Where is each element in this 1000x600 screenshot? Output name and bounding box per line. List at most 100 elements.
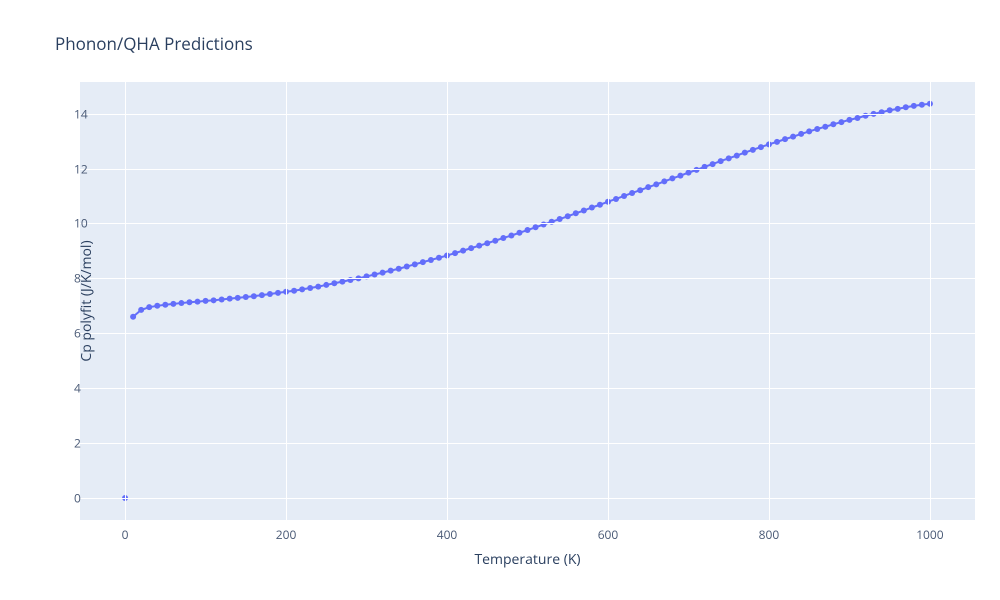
data-point[interactable]: [420, 259, 426, 265]
data-point[interactable]: [887, 107, 893, 113]
data-point[interactable]: [653, 181, 659, 187]
data-point[interactable]: [452, 250, 458, 256]
data-point[interactable]: [597, 202, 603, 208]
data-point[interactable]: [846, 117, 852, 123]
data-point[interactable]: [782, 136, 788, 142]
data-point[interactable]: [669, 175, 675, 181]
data-point[interactable]: [822, 124, 828, 130]
data-point[interactable]: [251, 293, 257, 299]
gridline-v: [930, 82, 931, 520]
data-point[interactable]: [637, 187, 643, 193]
data-point[interactable]: [146, 304, 152, 310]
data-point[interactable]: [621, 193, 627, 199]
data-point[interactable]: [235, 295, 241, 301]
data-point[interactable]: [211, 297, 217, 303]
data-point[interactable]: [227, 296, 233, 302]
data-point[interactable]: [500, 235, 506, 241]
data-point[interactable]: [178, 300, 184, 306]
data-point[interactable]: [170, 301, 176, 307]
x-tick-label: 1000: [916, 526, 943, 543]
data-point[interactable]: [404, 264, 410, 270]
y-tick-label: 0: [74, 490, 80, 507]
data-point[interactable]: [814, 126, 820, 132]
x-tick-label: 600: [598, 526, 619, 543]
data-point[interactable]: [186, 299, 192, 305]
gridline-h: [80, 278, 975, 279]
data-point[interactable]: [685, 170, 691, 176]
data-point[interactable]: [798, 131, 804, 137]
data-point[interactable]: [162, 302, 168, 308]
data-point[interactable]: [629, 190, 635, 196]
data-point[interactable]: [219, 296, 225, 302]
data-point[interactable]: [838, 119, 844, 125]
data-point[interactable]: [903, 104, 909, 110]
data-point[interactable]: [661, 178, 667, 184]
data-point[interactable]: [468, 245, 474, 251]
data-point[interactable]: [677, 173, 683, 179]
x-tick-label: 0: [122, 526, 129, 543]
data-point[interactable]: [388, 268, 394, 274]
data-point[interactable]: [396, 266, 402, 272]
data-point[interactable]: [154, 303, 160, 309]
data-point[interactable]: [581, 208, 587, 214]
data-point[interactable]: [726, 155, 732, 161]
data-point[interactable]: [895, 106, 901, 112]
data-point[interactable]: [259, 292, 265, 298]
data-point[interactable]: [774, 139, 780, 145]
data-point[interactable]: [790, 134, 796, 140]
data-point[interactable]: [645, 184, 651, 190]
data-point[interactable]: [541, 222, 547, 228]
data-point[interactable]: [307, 285, 313, 291]
data-point[interactable]: [806, 128, 812, 134]
data-point[interactable]: [372, 272, 378, 278]
data-point[interactable]: [428, 257, 434, 263]
data-point[interactable]: [412, 261, 418, 267]
data-point[interactable]: [339, 279, 345, 285]
gridline-h: [80, 333, 975, 334]
gridline-h: [80, 498, 975, 499]
data-point[interactable]: [750, 147, 756, 153]
data-point[interactable]: [854, 115, 860, 121]
data-point[interactable]: [436, 255, 442, 261]
data-point[interactable]: [830, 121, 836, 127]
data-point[interactable]: [573, 210, 579, 216]
data-point[interactable]: [492, 238, 498, 244]
data-point[interactable]: [565, 213, 571, 219]
data-point[interactable]: [508, 233, 514, 239]
chart-container: Phonon/QHA Predictions Temperature (K) C…: [0, 0, 1000, 600]
data-point[interactable]: [275, 290, 281, 296]
data-point[interactable]: [195, 299, 201, 305]
data-point[interactable]: [380, 270, 386, 276]
data-point[interactable]: [589, 204, 595, 210]
data-point[interactable]: [476, 243, 482, 249]
data-point[interactable]: [758, 144, 764, 150]
data-point[interactable]: [267, 291, 273, 297]
gridline-h: [80, 169, 975, 170]
y-tick-label: 2: [74, 435, 80, 452]
data-point[interactable]: [742, 150, 748, 156]
data-point[interactable]: [460, 248, 466, 254]
data-point[interactable]: [533, 224, 539, 230]
data-point[interactable]: [557, 216, 563, 222]
data-point[interactable]: [138, 307, 144, 313]
data-point[interactable]: [516, 230, 522, 236]
data-point[interactable]: [484, 240, 490, 246]
chart-title: Phonon/QHA Predictions: [55, 32, 253, 55]
data-point[interactable]: [203, 298, 209, 304]
data-point[interactable]: [525, 227, 531, 233]
data-point[interactable]: [919, 102, 925, 108]
data-point[interactable]: [710, 161, 716, 167]
data-point[interactable]: [718, 158, 724, 164]
data-point[interactable]: [299, 286, 305, 292]
data-point[interactable]: [331, 280, 337, 286]
data-point[interactable]: [243, 294, 249, 300]
data-point[interactable]: [291, 288, 297, 294]
plot-area[interactable]: [80, 82, 975, 520]
data-point[interactable]: [613, 196, 619, 202]
gridline-v: [447, 82, 448, 520]
data-point[interactable]: [323, 282, 329, 288]
data-point[interactable]: [315, 284, 321, 290]
data-point[interactable]: [130, 314, 136, 320]
data-point[interactable]: [734, 153, 740, 159]
data-point[interactable]: [911, 103, 917, 109]
